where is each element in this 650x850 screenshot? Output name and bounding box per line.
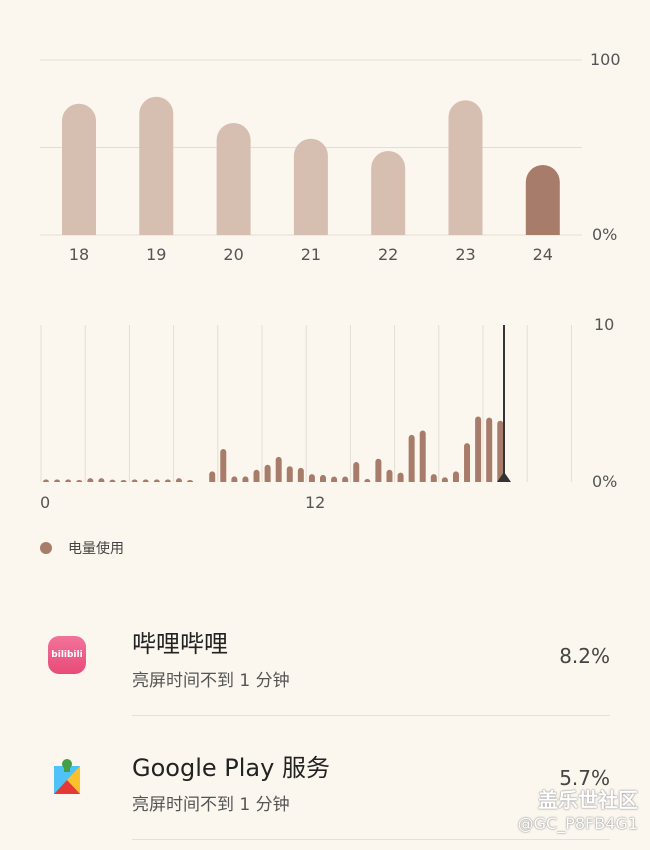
hour-bar (320, 474, 326, 482)
hourly-usage-chart (40, 325, 572, 482)
hour-bar (187, 480, 194, 482)
hour-bar (131, 479, 138, 482)
bilibili-icon: bilibili (48, 636, 86, 674)
hour-bar (452, 471, 459, 482)
hour-bar (76, 480, 83, 482)
app-row-google-play-services[interactable]: Google Play 服务 亮屏时间不到 1 分钟 5.7% (40, 724, 610, 844)
divider (132, 839, 610, 840)
hour-bar (475, 416, 482, 482)
hour-bar (231, 476, 238, 482)
app-subtitle: 亮屏时间不到 1 分钟 (132, 671, 290, 691)
legend-dot-icon (40, 542, 52, 554)
hour-bar (486, 417, 493, 482)
hour-bar (164, 479, 171, 482)
daily-usage-chart (40, 59, 582, 236)
hour-bar (242, 476, 249, 482)
hour-bar (308, 474, 315, 482)
hour-bar (54, 479, 61, 482)
hour-bar (386, 469, 393, 482)
hour-bar (375, 458, 382, 482)
chart-legend: 电量使用 (40, 538, 124, 558)
current-time-marker-icon (497, 472, 511, 482)
hour-bar (220, 449, 227, 482)
day-bar-19 (139, 96, 174, 235)
app-percent: 8.2% (559, 644, 610, 668)
day-label-21[interactable]: 21 (300, 245, 322, 264)
hour-bar (430, 474, 437, 482)
y-tick-bottom: 0% (592, 472, 618, 491)
y-tick-bottom: 0% (592, 225, 618, 244)
hour-bar (153, 479, 160, 482)
hour-bar (275, 456, 282, 482)
hour-bar (87, 478, 94, 482)
x-tick-0: 0 (40, 493, 51, 512)
hour-bar (331, 476, 338, 482)
day-bar-20 (216, 123, 251, 235)
watermark-handle: @GC_P8FB4G1 (517, 814, 638, 833)
google-play-services-icon (54, 759, 80, 794)
hour-bar (43, 479, 49, 482)
hour-bar (286, 466, 293, 482)
hour-bar (120, 480, 127, 482)
divider (132, 715, 610, 716)
y-tick-top: 10 (594, 315, 615, 334)
app-name: 哔哩哔哩 (132, 630, 228, 658)
hour-bar (397, 472, 404, 482)
hour-bar (464, 443, 471, 482)
app-name: Google Play 服务 (132, 754, 330, 782)
hour-bar (364, 478, 371, 482)
hour-bar (109, 479, 116, 482)
hour-bar (98, 478, 105, 482)
x-tick-12: 12 (305, 493, 326, 512)
hour-bar (342, 476, 349, 482)
day-label-22[interactable]: 22 (378, 245, 399, 264)
day-bar-23 (448, 100, 483, 235)
app-row-bilibili[interactable]: bilibili 哔哩哔哩 亮屏时间不到 1 分钟 8.2% (40, 600, 610, 720)
day-bar-24 (525, 165, 560, 235)
hour-bar (253, 469, 260, 482)
day-label-18[interactable]: 18 (68, 245, 90, 264)
hour-bar (408, 434, 415, 482)
app-percent: 5.7% (559, 766, 610, 790)
day-bar-22 (371, 151, 406, 235)
hour-bar (419, 430, 426, 482)
hour-bar (497, 420, 504, 482)
day-bar-21 (293, 138, 328, 235)
app-subtitle: 亮屏时间不到 1 分钟 (132, 795, 290, 815)
day-label-19[interactable]: 19 (146, 245, 167, 264)
hour-bar (264, 464, 271, 482)
watermark-title: 盖乐世社区 (538, 788, 638, 812)
day-label-24[interactable]: 24 (532, 245, 553, 264)
hour-bar (175, 478, 182, 482)
y-tick-top: 100 (590, 50, 621, 69)
day-label-23[interactable]: 23 (455, 245, 476, 264)
hour-bar (142, 479, 149, 482)
hour-bar (209, 471, 216, 482)
day-label-20[interactable]: 20 (223, 245, 244, 264)
hour-bar (353, 462, 360, 482)
hour-bar (65, 479, 72, 482)
hour-bar (297, 467, 304, 482)
legend-label: 电量使用 (68, 541, 124, 557)
hour-bar (441, 477, 448, 482)
day-bar-18 (62, 103, 96, 235)
